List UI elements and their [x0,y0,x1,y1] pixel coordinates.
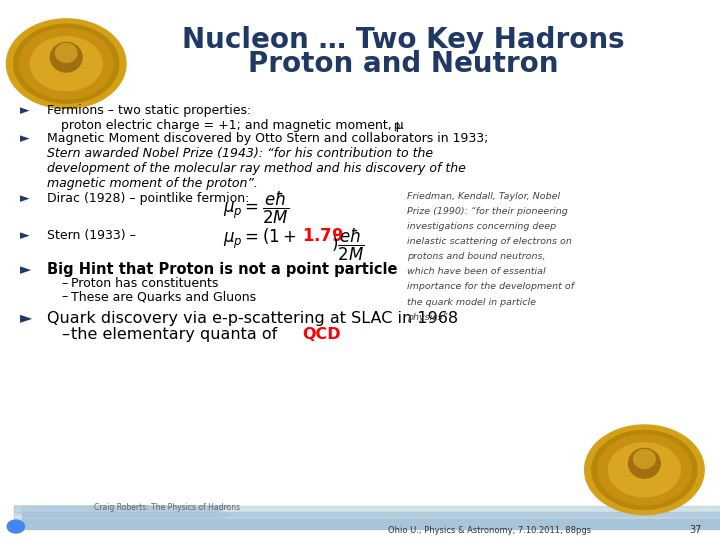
Text: Ohio U., Physics & Astronomy, 7.10.2011, 88pgs: Ohio U., Physics & Astronomy, 7.10.2011,… [388,526,591,535]
Text: ►: ► [20,104,30,117]
Text: proton electric charge = +1; and magnetic moment, μ: proton electric charge = +1; and magneti… [61,119,404,132]
Text: ►: ► [20,132,30,145]
Circle shape [14,24,119,103]
Text: Proton and Neutron: Proton and Neutron [248,50,559,78]
Ellipse shape [629,448,660,478]
Text: development of the molecular ray method and his discovery of the: development of the molecular ray method … [47,162,466,175]
Text: Fermions – two static properties:: Fermions – two static properties: [47,104,251,117]
Text: investigations concerning deep: investigations concerning deep [407,222,556,231]
Circle shape [7,520,24,533]
Text: ►: ► [20,310,32,326]
Circle shape [585,425,704,515]
Text: –: – [61,291,68,303]
Text: 37: 37 [690,525,702,535]
Text: Big Hint that Proton is not a point particle: Big Hint that Proton is not a point part… [47,262,397,277]
Text: which have been of essential: which have been of essential [407,267,546,276]
Bar [22,506,720,516]
Circle shape [6,19,126,109]
Circle shape [19,29,113,99]
Text: Magnetic Moment discovered by Otto Stern and collaborators in 1933;: Magnetic Moment discovered by Otto Stern… [47,132,488,145]
Ellipse shape [50,42,82,72]
Text: Quark discovery via e-p-scattering at SLAC in 1968: Quark discovery via e-p-scattering at SL… [47,310,458,326]
Text: These are Quarks and Gluons: These are Quarks and Gluons [71,291,256,303]
Text: physics”: physics” [407,313,447,322]
Bar [22,512,720,522]
Text: Stern (1933) –: Stern (1933) – [47,230,135,242]
Text: Dirac (1928) – pointlike fermion:: Dirac (1928) – pointlike fermion: [47,192,249,205]
Circle shape [592,430,697,509]
Text: Friedman, Kendall, Taylor, Nobel: Friedman, Kendall, Taylor, Nobel [407,192,560,201]
Polygon shape [14,514,230,521]
Text: $\mu_p = \dfrac{e\hbar}{2M}$: $\mu_p = \dfrac{e\hbar}{2M}$ [223,190,289,226]
Text: $\mathbf{1.79}$: $\mathbf{1.79}$ [302,227,344,245]
Text: $\mu_p = (1 + $: $\mu_p = (1 + $ [223,227,297,251]
Text: magnetic moment of the proton”.: magnetic moment of the proton”. [47,177,258,190]
Polygon shape [14,522,230,529]
Text: Craig Roberts: The Physics of Hadrons: Craig Roberts: The Physics of Hadrons [94,503,240,512]
Text: Proton has constituents: Proton has constituents [71,277,218,290]
Text: ►: ► [20,262,32,277]
Circle shape [608,443,680,497]
Text: $)\dfrac{e\hbar}{2M}$: $)\dfrac{e\hbar}{2M}$ [331,227,364,263]
Text: protons and bound neutrons,: protons and bound neutrons, [407,252,545,261]
Text: inelastic scattering of electrons on: inelastic scattering of electrons on [407,237,572,246]
Text: Stern awarded Nobel Prize (1943): “for his contribution to the: Stern awarded Nobel Prize (1943): “for h… [47,147,433,160]
Ellipse shape [55,43,77,62]
Text: the quark model in particle: the quark model in particle [407,298,536,307]
Text: importance for the development of: importance for the development of [407,282,574,292]
Text: the elementary quanta of: the elementary quanta of [71,327,282,342]
Text: –: – [61,277,68,290]
Ellipse shape [634,449,655,468]
Circle shape [30,37,102,91]
Text: Prize (1990): “for their pioneering: Prize (1990): “for their pioneering [407,207,567,216]
Text: QCD: QCD [302,327,341,342]
Text: p: p [393,121,400,131]
Bar [22,519,720,529]
Polygon shape [14,506,230,513]
Circle shape [598,435,691,505]
Text: –: – [61,327,69,342]
Text: Nucleon … Two Key Hadrons: Nucleon … Two Key Hadrons [182,26,624,54]
Text: ►: ► [20,230,30,242]
Text: ►: ► [20,192,30,205]
